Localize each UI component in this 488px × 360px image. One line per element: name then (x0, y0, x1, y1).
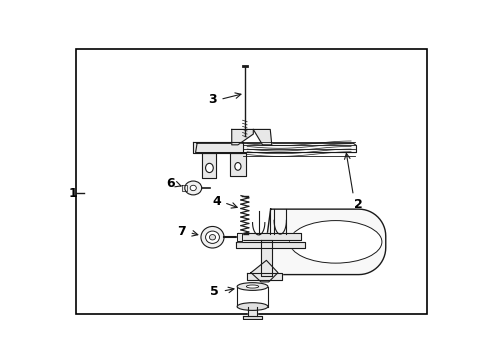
Text: 2: 2 (354, 198, 363, 211)
Polygon shape (250, 260, 277, 282)
Polygon shape (193, 142, 243, 153)
Ellipse shape (289, 221, 381, 263)
Polygon shape (195, 143, 356, 153)
Ellipse shape (190, 185, 196, 191)
Polygon shape (253, 130, 271, 145)
Text: 5: 5 (210, 285, 219, 298)
Ellipse shape (209, 235, 215, 240)
Ellipse shape (234, 163, 241, 170)
Polygon shape (231, 130, 253, 145)
Polygon shape (261, 239, 271, 276)
Polygon shape (182, 185, 187, 191)
Polygon shape (247, 306, 257, 316)
Ellipse shape (205, 163, 213, 172)
Text: 4: 4 (211, 194, 220, 208)
Ellipse shape (205, 231, 219, 243)
Text: 6: 6 (165, 177, 174, 190)
Text: 7: 7 (177, 225, 186, 238)
Polygon shape (202, 153, 216, 178)
Ellipse shape (246, 285, 258, 288)
Polygon shape (262, 209, 385, 275)
Ellipse shape (237, 283, 267, 291)
Text: 1: 1 (69, 187, 77, 200)
Polygon shape (237, 233, 241, 241)
Polygon shape (230, 153, 245, 176)
Text: 3: 3 (208, 93, 216, 106)
Ellipse shape (184, 181, 202, 195)
Ellipse shape (201, 226, 224, 248)
Polygon shape (243, 316, 261, 319)
Polygon shape (246, 273, 281, 280)
Polygon shape (235, 242, 305, 248)
Polygon shape (238, 233, 301, 239)
Ellipse shape (237, 303, 267, 310)
